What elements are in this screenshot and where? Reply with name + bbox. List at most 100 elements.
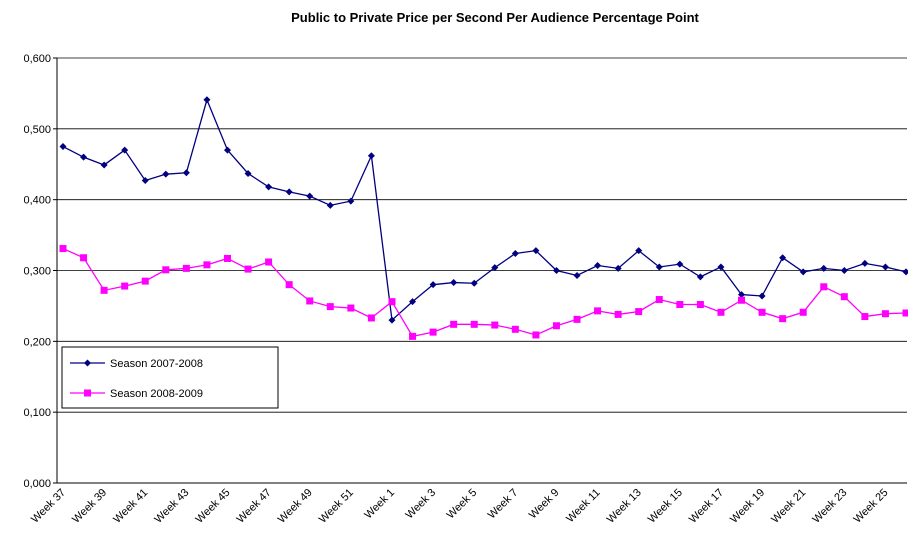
x-tick-label: Week 9 (527, 487, 562, 522)
data-point (80, 153, 88, 161)
data-point (594, 307, 602, 315)
x-tick-label: Week 15 (646, 487, 685, 526)
data-point (614, 264, 622, 272)
data-point (100, 286, 108, 294)
data-point (285, 281, 293, 289)
data-point (614, 310, 622, 318)
x-tick-label: Week 49 (276, 487, 315, 526)
y-tick-label: 0,100 (23, 407, 51, 419)
y-tick-label: 0,400 (23, 195, 51, 207)
data-point (758, 308, 766, 316)
x-tick-label: Week 19 (728, 487, 767, 526)
x-tick-label: Week 45 (194, 487, 233, 526)
series-line (62, 247, 907, 338)
x-tick-label: Week 7 (486, 487, 521, 522)
data-point (820, 283, 828, 291)
data-point (532, 247, 540, 255)
data-point (799, 268, 807, 276)
data-point (388, 316, 396, 324)
data-point (306, 192, 314, 200)
x-tick-label: Week 17 (687, 487, 726, 526)
data-point (347, 197, 355, 205)
data-point (861, 313, 869, 321)
data-point (696, 301, 704, 308)
data-point (59, 143, 67, 151)
legend: Season 2007-2008 Season 2008-2009 (61, 346, 279, 409)
data-point (141, 277, 149, 285)
data-point (635, 308, 643, 316)
data-point (429, 281, 437, 289)
data-point (182, 169, 190, 177)
data-point (203, 261, 211, 269)
x-tick-label: Week 43 (152, 487, 191, 526)
data-point (738, 296, 746, 304)
data-point (902, 268, 908, 276)
data-point (121, 146, 129, 154)
data-point (696, 273, 704, 281)
legend-marker (84, 359, 91, 367)
x-tick-label: Week 25 (852, 487, 891, 526)
y-tick-label: 0,500 (23, 124, 51, 136)
data-point (470, 279, 478, 287)
data-point (573, 271, 581, 279)
data-point (265, 183, 273, 191)
data-point (203, 96, 211, 104)
data-point (80, 254, 88, 262)
data-point (367, 314, 375, 322)
data-point (409, 298, 417, 306)
legend-box (61, 346, 279, 409)
legend-label: Season 2007-2008 (110, 358, 203, 370)
y-tick-label: 0,300 (23, 266, 51, 278)
data-point (285, 188, 293, 196)
data-point (676, 301, 684, 308)
legend-marker (84, 389, 91, 397)
y-tick-label: 0,200 (23, 336, 51, 348)
data-point (532, 331, 540, 339)
data-point (861, 259, 869, 267)
data-point (347, 304, 355, 312)
data-point (162, 170, 170, 178)
data-point (840, 293, 848, 301)
data-point (902, 309, 908, 317)
data-point (635, 247, 643, 255)
data-point (511, 250, 519, 257)
data-point (182, 264, 190, 272)
data-point (511, 325, 519, 333)
x-tick-label: Week 11 (564, 487, 602, 525)
data-point (820, 264, 828, 272)
x-tick-label: Week 41 (111, 487, 150, 526)
data-point (573, 315, 581, 323)
data-point (162, 266, 170, 274)
data-point (367, 152, 375, 160)
data-point (717, 308, 725, 316)
data-point (450, 279, 458, 287)
data-point (840, 267, 848, 274)
y-tick-label: 0,000 (23, 478, 51, 490)
data-point (326, 201, 334, 209)
data-point (552, 322, 560, 330)
data-point (244, 265, 252, 273)
data-point (470, 320, 478, 328)
data-point (265, 258, 273, 266)
chart-title: Public to Private Price per Second Per A… (291, 10, 699, 25)
data-point (779, 315, 787, 323)
data-point (388, 298, 396, 306)
x-tick-label: Week 37 (29, 487, 68, 526)
y-tick-label: 0,600 (23, 53, 51, 65)
x-tick-label: Week 1 (362, 487, 397, 522)
x-tick-label: Week 23 (810, 487, 849, 526)
data-point (799, 308, 807, 316)
legend-label: Season 2008-2009 (110, 388, 203, 400)
data-point (223, 254, 231, 262)
data-point (758, 292, 766, 300)
data-point (409, 332, 417, 340)
data-point (491, 321, 499, 329)
data-point (429, 328, 437, 336)
data-point (244, 169, 252, 177)
x-tick-label: Week 39 (70, 487, 109, 526)
data-point (655, 263, 663, 271)
data-point (450, 320, 458, 328)
data-point (59, 245, 67, 253)
data-point (121, 282, 129, 290)
